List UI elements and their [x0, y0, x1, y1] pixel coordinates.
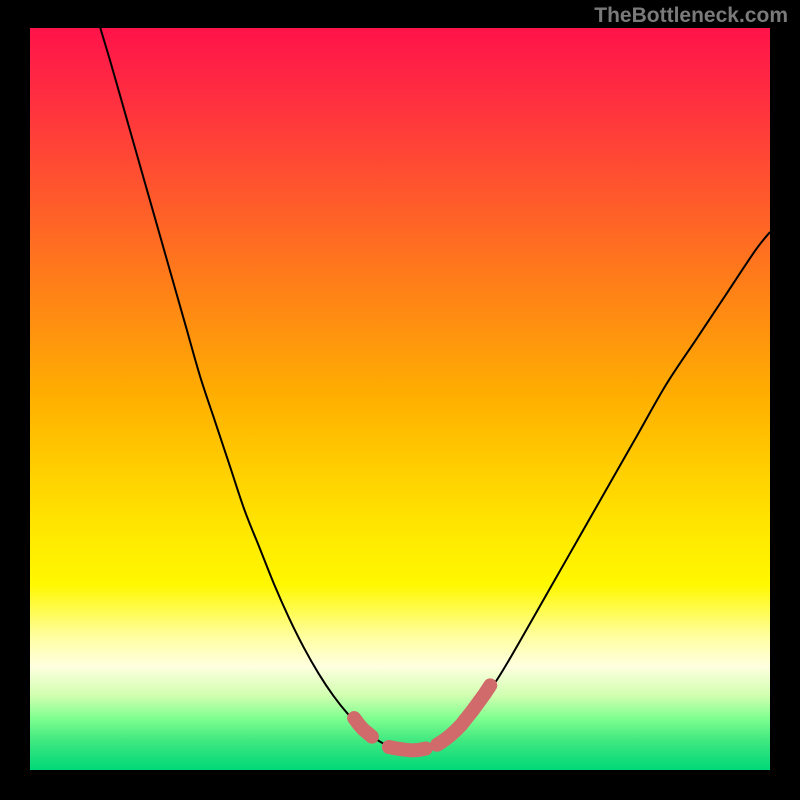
watermark-text: TheBottleneck.com [594, 4, 788, 28]
markers-bottom [389, 747, 426, 750]
curve-left [100, 28, 389, 746]
markers-right [437, 685, 490, 744]
plot-area [30, 28, 770, 770]
curves-layer [30, 28, 770, 770]
curve-right [389, 232, 770, 751]
markers-left [354, 718, 372, 737]
